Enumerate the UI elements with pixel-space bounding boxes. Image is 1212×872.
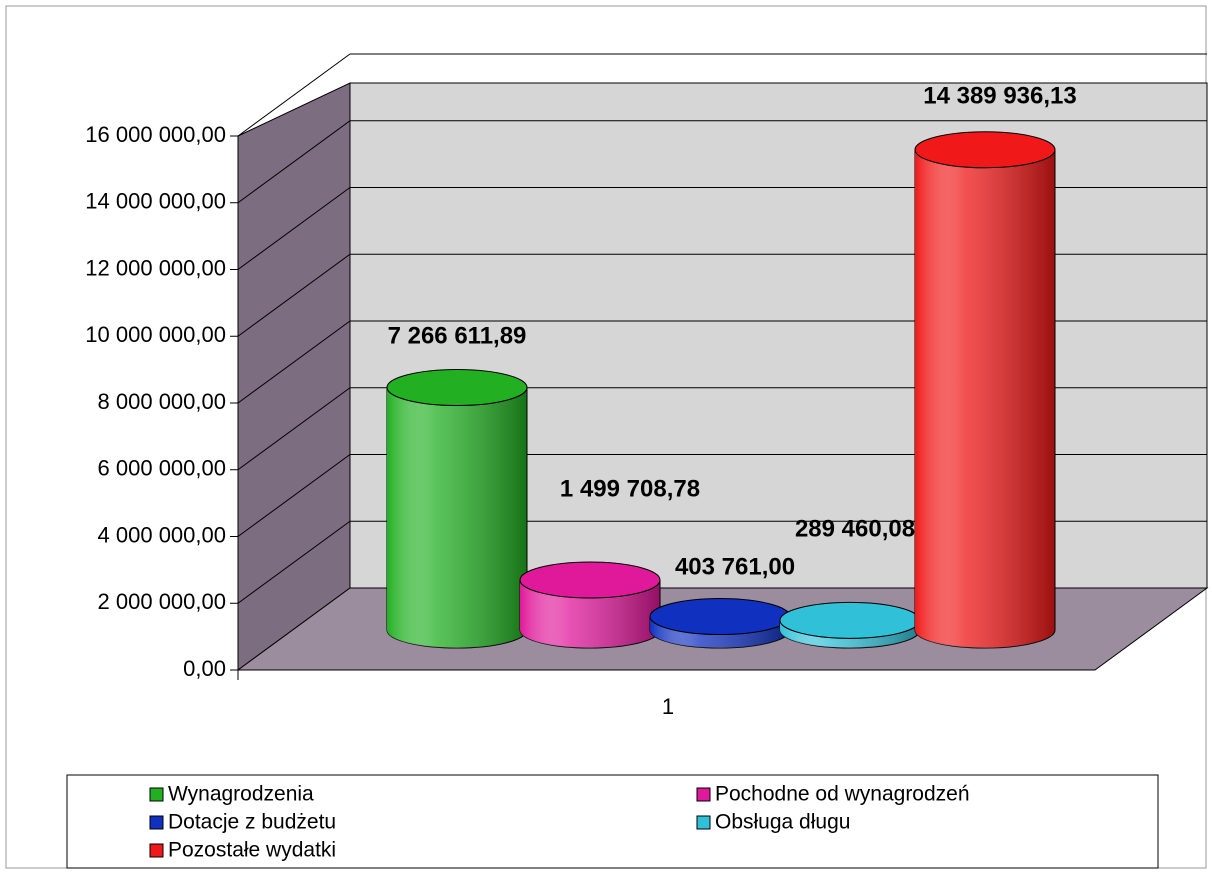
cylinder-top xyxy=(779,601,921,639)
y-tick-label: 8 000 000,00 xyxy=(98,389,226,414)
legend-label: Pochodne od wynagrodzeń xyxy=(715,783,970,806)
grid-line xyxy=(237,187,351,270)
y-tick-label: 6 000 000,00 xyxy=(98,456,226,481)
grid-line xyxy=(237,120,351,204)
grid-line xyxy=(237,520,351,604)
side-wall xyxy=(237,82,351,671)
cylinder-top xyxy=(386,368,528,406)
cylinder-shade xyxy=(650,616,790,648)
legend-swatch xyxy=(149,815,164,830)
legend-swatch xyxy=(149,843,164,858)
y-tick-label: 12 000 000,00 xyxy=(85,255,226,280)
legend xyxy=(66,774,1159,869)
y-tick-label: 2 000 000,00 xyxy=(98,589,226,614)
cylinder-shade xyxy=(387,387,527,648)
grid-line xyxy=(237,53,351,137)
legend-label: Dotacje z budżetu xyxy=(168,811,336,834)
cylinder-top xyxy=(519,561,661,599)
value-label: 7 266 611,89 xyxy=(388,322,527,349)
cylinder-top xyxy=(914,131,1056,169)
cylinder-shade xyxy=(520,579,660,648)
grid-line xyxy=(237,387,351,471)
legend-swatch xyxy=(696,787,711,802)
cylinder-shade xyxy=(780,620,920,648)
y-tick-label: 10 000 000,00 xyxy=(85,322,226,347)
legend-swatch xyxy=(696,815,711,830)
y-tick-label: 0,00 xyxy=(183,656,226,681)
legend-swatch xyxy=(149,787,164,802)
y-tick-label: 16 000 000,00 xyxy=(85,122,226,147)
grid-line xyxy=(237,320,351,404)
grid-line xyxy=(237,253,351,337)
x-tick-label: 1 xyxy=(662,694,674,719)
value-label: 1 499 708,78 xyxy=(560,475,700,502)
cylinder-shade xyxy=(915,149,1055,648)
value-label: 289 460,08 xyxy=(795,515,915,542)
legend-label: Wynagrodzenia xyxy=(168,783,314,806)
value-label: 403 761,00 xyxy=(675,553,795,580)
legend-label: Pozostałe wydatki xyxy=(168,839,336,862)
legend-label: Obsługa długu xyxy=(715,811,850,834)
cylinder-top xyxy=(649,598,791,636)
y-tick-label: 14 000 000,00 xyxy=(85,189,226,214)
grid-line xyxy=(237,454,351,537)
y-tick-label: 4 000 000,00 xyxy=(98,522,226,547)
value-label: 14 389 936,13 xyxy=(923,82,1076,109)
